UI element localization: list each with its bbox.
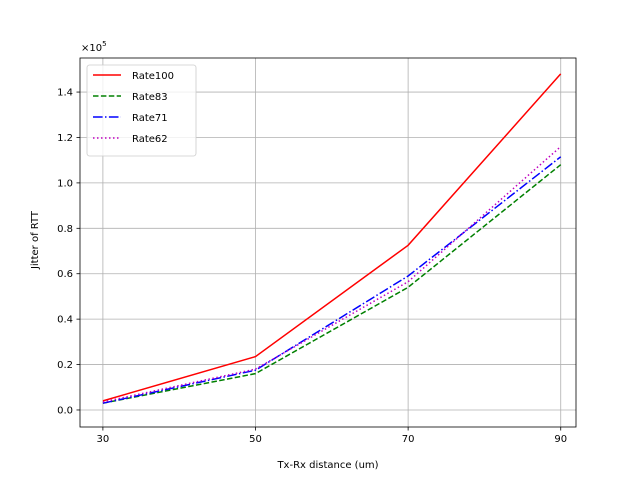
y-tick-label: 1.2: [57, 133, 73, 144]
legend-box: [86, 64, 197, 157]
y-axis-multiplier: ×105: [81, 40, 107, 54]
y-axis-label: Jitter of RTT: [30, 210, 41, 270]
x-tick-label: 30: [97, 434, 110, 445]
x-tick-label: 50: [249, 434, 262, 445]
x-axis-label: Tx-Rx distance (um): [276, 460, 378, 471]
series-line-rate71: [102, 156, 562, 404]
plot-area: [79, 57, 577, 428]
x-tick-label: 70: [402, 434, 415, 445]
series-line-rate100: [102, 73, 562, 402]
series-line-rate83: [102, 164, 562, 404]
legend-label-rate62: Rate62: [132, 134, 168, 145]
y-tick-label: 0.8: [57, 224, 73, 235]
series-line-rate62: [102, 146, 562, 403]
y-tick-label: 0.4: [57, 315, 73, 326]
y-tick-label: 0.2: [57, 360, 73, 371]
legend-label-rate100: Rate100: [132, 71, 174, 82]
y-tick-label: 1.4: [57, 88, 73, 99]
legend-label-rate83: Rate83: [132, 92, 168, 103]
x-tick-label: 90: [554, 434, 567, 445]
series-lines: [102, 73, 562, 404]
y-tick-label: 1.0: [57, 178, 73, 189]
y-tick-label: 0.6: [57, 269, 73, 280]
axis-ticks: 30 50 70 90 0.0 0.2 0.4 0.6 0.8 1.0 1.2 1.4: [57, 88, 567, 445]
y-tick-label: 0.0: [57, 405, 73, 416]
legend-label-rate71: Rate71: [132, 113, 168, 124]
legend: Rate100 Rate83 Rate71 Rate62: [86, 64, 197, 157]
